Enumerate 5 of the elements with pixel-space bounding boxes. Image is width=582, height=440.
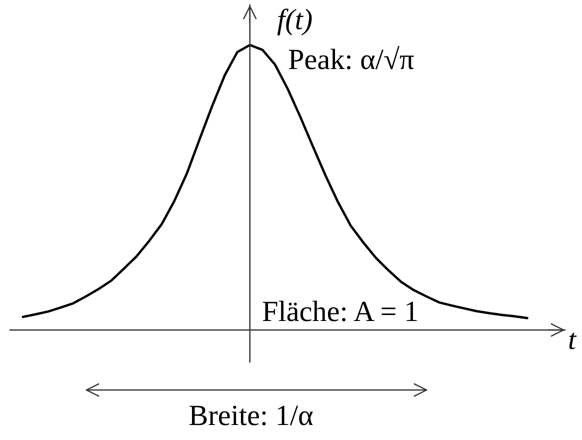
x-axis-title: t — [569, 332, 577, 350]
annotation: Fläche: A = 1 — [262, 300, 417, 322]
y-axis-title: f(t) — [277, 8, 312, 36]
text: Breite: 1/α — [190, 406, 313, 426]
annotation: Peak: α/√π — [288, 46, 414, 70]
